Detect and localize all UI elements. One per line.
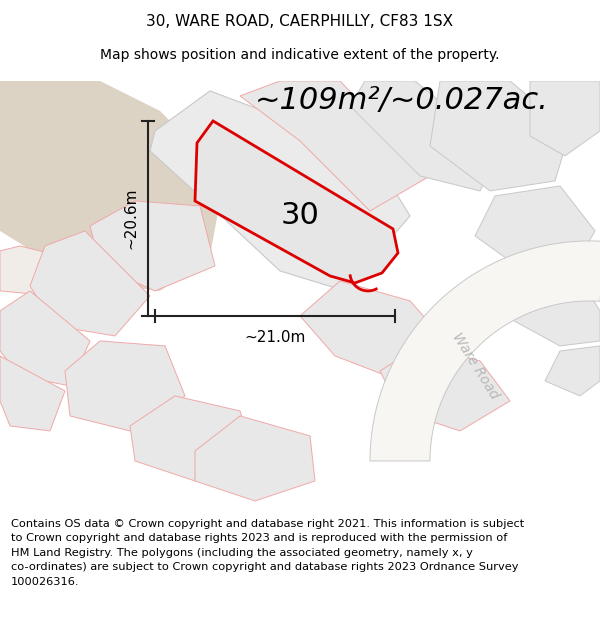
Polygon shape bbox=[430, 81, 570, 191]
Polygon shape bbox=[0, 356, 65, 431]
Text: 30, WARE ROAD, CAERPHILLY, CF83 1SX: 30, WARE ROAD, CAERPHILLY, CF83 1SX bbox=[146, 14, 454, 29]
Polygon shape bbox=[90, 201, 215, 291]
Polygon shape bbox=[195, 121, 398, 283]
Polygon shape bbox=[545, 346, 600, 396]
Polygon shape bbox=[370, 241, 600, 461]
Polygon shape bbox=[300, 281, 450, 381]
Text: 30: 30 bbox=[281, 201, 319, 231]
Polygon shape bbox=[130, 396, 255, 481]
Polygon shape bbox=[505, 266, 600, 346]
Polygon shape bbox=[240, 81, 430, 211]
Polygon shape bbox=[475, 186, 595, 266]
Text: Map shows position and indicative extent of the property.: Map shows position and indicative extent… bbox=[100, 48, 500, 62]
Text: Contains OS data © Crown copyright and database right 2021. This information is : Contains OS data © Crown copyright and d… bbox=[11, 519, 524, 587]
Polygon shape bbox=[150, 91, 410, 291]
Text: Ware Road: Ware Road bbox=[449, 330, 501, 402]
Text: ~20.6m: ~20.6m bbox=[123, 188, 138, 249]
Text: ~21.0m: ~21.0m bbox=[244, 330, 305, 345]
Polygon shape bbox=[30, 231, 150, 336]
Polygon shape bbox=[530, 81, 600, 156]
Polygon shape bbox=[350, 81, 500, 191]
Polygon shape bbox=[380, 346, 510, 431]
Polygon shape bbox=[0, 246, 75, 296]
Polygon shape bbox=[195, 416, 315, 501]
Text: ~109m²/~0.027ac.: ~109m²/~0.027ac. bbox=[255, 86, 549, 116]
Polygon shape bbox=[0, 81, 220, 291]
Polygon shape bbox=[65, 341, 185, 431]
Polygon shape bbox=[0, 291, 90, 386]
